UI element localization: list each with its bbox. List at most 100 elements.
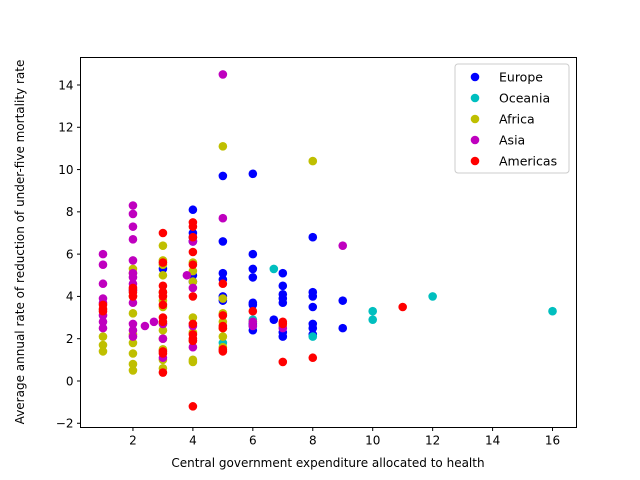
x-tick-label: 14: [485, 434, 500, 448]
data-point-asia: [98, 317, 108, 327]
data-point-americas: [218, 311, 228, 320]
x-tick-label: 10: [365, 434, 380, 448]
data-point-americas: [188, 232, 198, 242]
data-point-oceania: [269, 264, 279, 274]
data-point-asia: [140, 321, 150, 331]
data-point-europe: [278, 332, 288, 341]
legend-marker-asia: [470, 135, 480, 145]
data-point-europe: [218, 171, 228, 181]
data-point-asia: [149, 317, 159, 327]
data-point-americas: [218, 347, 228, 356]
data-point-africa: [188, 357, 198, 367]
legend-marker-americas: [470, 156, 480, 166]
axes-frame: [80, 57, 577, 428]
data-point-africa: [188, 277, 198, 286]
data-point-africa: [218, 332, 228, 341]
y-tick-label: 4: [66, 290, 74, 304]
data-point-oceania: [368, 315, 378, 324]
x-tick-label: 6: [249, 434, 257, 448]
data-point-asia: [128, 298, 138, 308]
data-point-africa: [98, 332, 108, 341]
data-point-europe: [278, 268, 288, 278]
data-point-africa: [128, 338, 138, 348]
data-point-africa: [308, 156, 318, 166]
data-point-americas: [188, 260, 198, 270]
y-tick-label: 10: [58, 163, 73, 177]
data-point-europe: [308, 292, 318, 301]
data-point-asia: [128, 319, 138, 329]
y-tick-label: −2: [56, 417, 74, 431]
y-tick-label: 12: [58, 121, 73, 135]
data-point-americas: [188, 222, 198, 231]
data-point-europe: [308, 302, 318, 312]
data-point-asia: [128, 222, 138, 231]
data-point-oceania: [548, 306, 557, 316]
data-point-americas: [158, 228, 168, 238]
legend-box: [454, 63, 570, 174]
data-point-asia: [128, 325, 138, 335]
data-point-africa: [158, 270, 168, 280]
data-point-asia: [98, 279, 108, 289]
data-point-oceania: [428, 292, 437, 301]
data-point-americas: [158, 292, 168, 301]
data-point-europe: [308, 232, 318, 242]
x-tick-label: 12: [425, 434, 440, 448]
data-point-asia: [128, 273, 138, 282]
data-point-americas: [188, 292, 198, 301]
data-point-europe: [308, 323, 318, 333]
data-point-africa: [188, 313, 198, 322]
data-point-asia: [98, 260, 108, 270]
legend-label-europe: Europe: [499, 70, 543, 85]
data-point-europe: [278, 298, 288, 308]
data-point-europe: [248, 264, 258, 274]
data-point-americas: [158, 281, 168, 291]
legend-marker-oceania: [470, 93, 480, 103]
data-point-americas: [98, 306, 108, 316]
ticks-layer: 2 4 6 8 10 12 14 16 −2 0 2 4 6 8 10 12 14: [56, 78, 560, 447]
data-point-africa: [128, 359, 138, 369]
data-point-americas: [278, 357, 288, 367]
data-point-africa: [158, 241, 168, 250]
legend-label-americas: Americas: [499, 154, 557, 169]
data-point-americas: [308, 353, 318, 363]
x-tick-label: 16: [545, 434, 560, 448]
data-point-oceania: [368, 306, 378, 316]
data-point-asia: [128, 209, 138, 219]
legend-label-africa: Africa: [499, 112, 535, 127]
y-tick-label: 0: [66, 374, 74, 388]
y-tick-label: 6: [66, 247, 74, 261]
data-point-americas: [158, 368, 168, 377]
data-point-asia: [182, 270, 192, 280]
data-point-africa: [98, 340, 108, 350]
data-point-americas: [188, 247, 198, 257]
data-point-europe: [248, 273, 258, 282]
data-point-asia: [218, 70, 228, 79]
points-layer: [98, 70, 557, 411]
data-point-asia: [188, 342, 198, 352]
legend-marker-europe: [470, 72, 480, 82]
legend-marker-africa: [470, 114, 480, 124]
data-point-africa: [188, 266, 198, 276]
data-point-americas: [158, 258, 168, 267]
y-axis-label: Average annual rate of reduction of unde…: [13, 60, 27, 425]
legend-label-asia: Asia: [499, 133, 525, 148]
data-point-africa: [158, 325, 168, 335]
data-point-americas: [188, 336, 198, 346]
data-point-americas: [218, 279, 228, 289]
data-point-americas: [398, 302, 407, 312]
data-point-asia: [248, 321, 258, 331]
data-point-americas: [188, 402, 198, 411]
data-point-asia: [128, 201, 138, 210]
y-tick-label: 2: [66, 332, 74, 346]
data-point-asia: [98, 323, 108, 333]
data-point-europe: [248, 300, 258, 310]
x-tick-label: 4: [189, 434, 197, 448]
x-tick-label: 2: [129, 434, 137, 448]
data-point-americas: [218, 323, 228, 333]
data-point-asia: [128, 235, 138, 244]
data-point-europe: [269, 315, 279, 324]
data-point-asia: [158, 334, 168, 344]
y-tick-label: 8: [66, 205, 74, 219]
data-point-africa: [218, 294, 228, 303]
